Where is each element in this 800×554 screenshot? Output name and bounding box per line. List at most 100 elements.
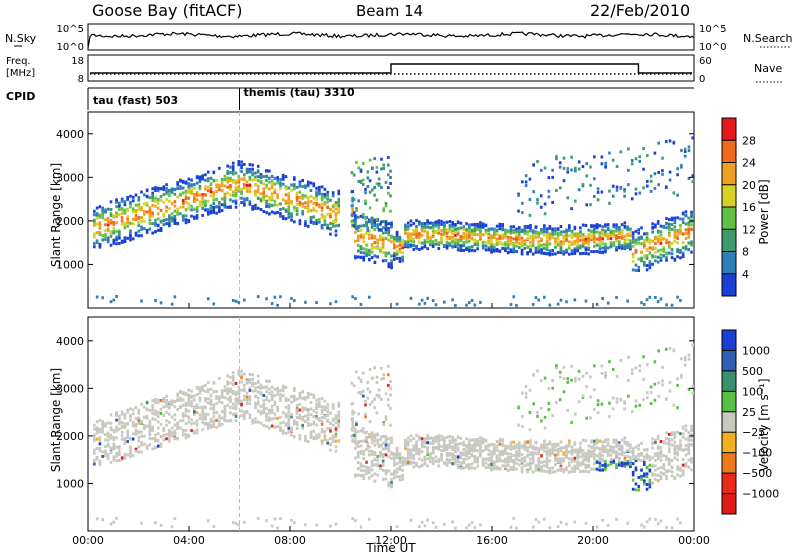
power-cell (584, 235, 588, 239)
power-cell (115, 238, 118, 242)
velocity-cell (479, 440, 482, 444)
power-cell (493, 243, 496, 247)
power-cell (684, 237, 688, 241)
velocity-cell (437, 464, 441, 468)
velocity-cell (390, 436, 393, 440)
power-cell (487, 246, 491, 250)
velocity-cell (120, 430, 124, 434)
velocity-cell (434, 445, 438, 449)
velocity-cell (443, 443, 446, 447)
velocity-cell (656, 479, 660, 483)
power-cell (118, 204, 121, 208)
power-cell (251, 167, 254, 171)
power-cell (593, 155, 596, 159)
velocity-cell (620, 453, 624, 457)
power-cell (351, 295, 354, 299)
power-cell (365, 220, 368, 224)
power-cell (556, 227, 560, 231)
velocity-cell (459, 453, 463, 457)
power-cell (375, 217, 379, 221)
power-cell (495, 232, 499, 236)
power-cell (226, 164, 229, 168)
power-cell (531, 244, 535, 248)
power-cell (398, 247, 402, 251)
velocity-cell (601, 463, 604, 467)
power-cell (234, 199, 238, 203)
power-cell (140, 299, 143, 303)
velocity-cell (454, 459, 457, 463)
velocity-cell (323, 399, 327, 403)
power-cell (412, 237, 416, 241)
power-cell (612, 232, 616, 236)
velocity-cell (218, 396, 221, 400)
velocity-cell (198, 417, 202, 421)
velocity-cell (512, 517, 516, 521)
velocity-cell (301, 409, 304, 413)
velocity-cell (212, 524, 216, 528)
velocity-cell (509, 465, 513, 469)
power-cell (151, 193, 154, 197)
power-cell (243, 203, 246, 207)
velocity-cell (318, 432, 321, 436)
power-cell (298, 203, 302, 207)
velocity-cell (584, 469, 588, 473)
velocity-cell (293, 521, 296, 525)
velocity-cell (337, 439, 341, 443)
power-cell (245, 183, 249, 187)
power-cell (559, 298, 563, 302)
power-cell (657, 141, 660, 145)
velocity-cell (237, 396, 241, 400)
power-cell (509, 250, 513, 254)
power-cell (555, 155, 558, 159)
power-cell (565, 238, 568, 242)
power-cell (354, 214, 357, 218)
velocity-cell (518, 441, 521, 445)
power-cell (209, 187, 213, 191)
power-cell (634, 157, 638, 161)
power-cell (465, 233, 468, 237)
power-cell (691, 174, 695, 178)
velocity-cell (537, 462, 541, 466)
velocity-cell (284, 412, 288, 416)
power-cell (93, 245, 96, 249)
power-cell (379, 235, 382, 239)
velocity-cell (148, 419, 152, 423)
power-cell (426, 240, 429, 244)
power-cell (593, 250, 596, 254)
power-cell (352, 198, 356, 202)
power-cell (598, 240, 602, 244)
velocity-cell (434, 435, 438, 439)
power-cell (568, 244, 571, 248)
velocity-cell (93, 433, 96, 437)
power-cell (312, 201, 316, 205)
velocity-cell (576, 452, 579, 456)
velocity-cell (181, 419, 185, 423)
velocity-cell (545, 463, 549, 467)
velocity-cell (373, 472, 377, 476)
power-cell (356, 234, 360, 238)
velocity-cell (104, 423, 107, 427)
velocity-cell (248, 372, 252, 376)
power-cell (648, 238, 652, 242)
power-cell (126, 197, 129, 201)
power-cell (334, 201, 338, 205)
velocity-cell (654, 453, 657, 457)
power-cell (256, 190, 260, 194)
power-cell (515, 249, 518, 253)
velocity-cell (376, 454, 379, 458)
power-cell (256, 206, 260, 210)
velocity-cell (270, 390, 274, 394)
power-cell (290, 188, 293, 192)
power-cell (320, 198, 324, 202)
power-cell (251, 173, 254, 177)
power-cell (237, 174, 241, 178)
velocity-cell (240, 402, 243, 406)
power-cell (612, 223, 616, 227)
power-cell (206, 210, 210, 214)
power-cell (234, 185, 238, 189)
power-cell (184, 189, 188, 193)
power-cell (137, 224, 141, 228)
velocity-cell (640, 441, 643, 445)
power-cell (462, 248, 466, 252)
velocity-cell (176, 425, 179, 429)
